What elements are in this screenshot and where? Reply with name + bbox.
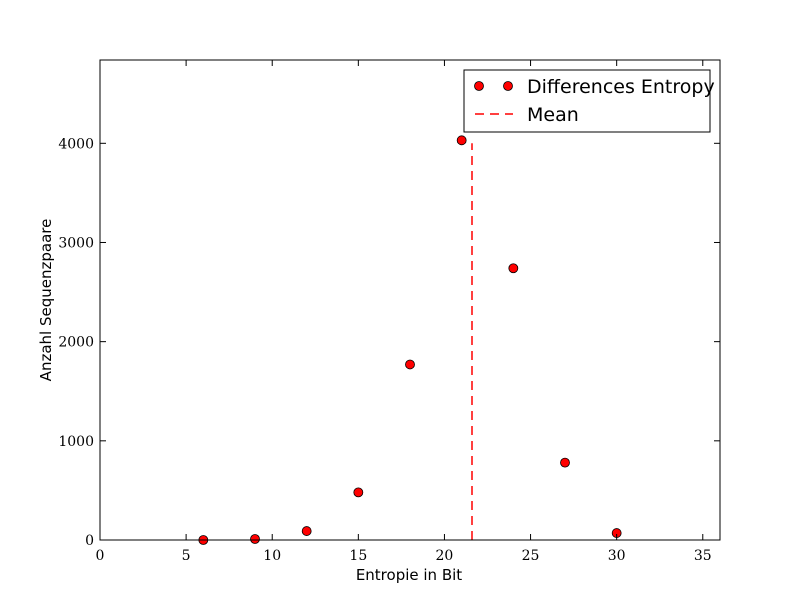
legend-label-mean: Mean (527, 104, 579, 126)
legend: Differences Entropy Mean (463, 69, 715, 133)
data-point (353, 487, 364, 498)
data-point (250, 534, 260, 544)
y-axis-label: Anzahl Sequenzpaare (37, 219, 55, 382)
x-axis-label: Entropie in Bit (356, 566, 462, 584)
y-tick-label: 2000 (58, 335, 94, 351)
plot-area (198, 135, 622, 545)
y-tick-label: 0 (85, 533, 94, 549)
y-tick-label: 4000 (58, 136, 94, 152)
data-point (560, 457, 570, 468)
x-tick-label: 0 (96, 548, 105, 564)
axes-frame (99, 59, 721, 541)
legend-label-differences-entropy: Differences Entropy (527, 76, 715, 98)
x-tick-label: 20 (436, 548, 454, 564)
y-tick-label: 1000 (58, 434, 94, 450)
data-point (301, 526, 312, 536)
data-point (456, 135, 467, 146)
axis-ticks: 0 5 10 15 20 25 30 35 0 1000 2000 3000 4000 (58, 60, 720, 564)
x-tick-label: 5 (182, 548, 191, 564)
data-point (405, 359, 415, 370)
legend-box (463, 69, 711, 133)
x-tick-label: 30 (608, 548, 626, 564)
legend-marker-differences-entropy (503, 81, 513, 91)
x-tick-label: 15 (349, 548, 367, 564)
x-tick-label: 10 (263, 548, 281, 564)
x-tick-label: 25 (522, 548, 540, 564)
x-tick-label: 35 (694, 548, 712, 564)
y-tick-label: 3000 (58, 235, 94, 251)
legend-marker-differences-entropy (474, 81, 484, 91)
data-point (508, 263, 519, 274)
